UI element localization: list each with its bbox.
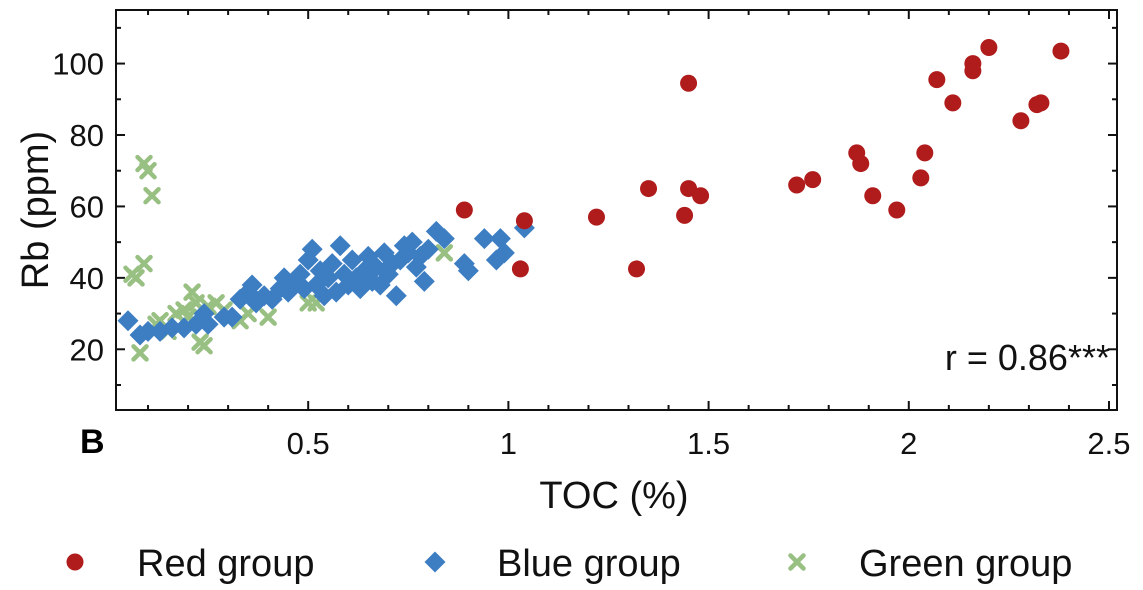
data-point xyxy=(341,249,363,271)
data-point xyxy=(788,176,806,194)
data-point xyxy=(161,317,183,339)
y-tick-label: 80 xyxy=(70,118,104,153)
y-tick-label: 20 xyxy=(70,332,104,367)
x-tick-label: 1 xyxy=(500,426,517,461)
x-tick-label: 1.5 xyxy=(687,426,730,461)
data-point xyxy=(692,187,710,205)
x-tick-label: 0.5 xyxy=(287,426,330,461)
data-point xyxy=(435,244,454,262)
data-point xyxy=(417,238,439,260)
data-point xyxy=(852,155,870,173)
data-point xyxy=(195,336,213,355)
data-points xyxy=(117,39,1070,362)
data-point xyxy=(321,253,343,275)
series-diamond xyxy=(117,217,535,346)
data-point xyxy=(1052,42,1070,60)
data-point xyxy=(944,94,962,112)
data-point xyxy=(912,169,930,187)
data-point xyxy=(413,270,435,292)
data-point xyxy=(143,186,161,205)
x-tick-label: 2.5 xyxy=(1087,426,1130,461)
y-tick-label: 100 xyxy=(52,47,104,82)
data-point xyxy=(511,260,529,278)
data-point xyxy=(864,187,882,205)
data-point xyxy=(127,269,145,287)
data-point xyxy=(473,228,495,250)
data-point xyxy=(888,201,906,219)
data-point xyxy=(131,344,149,362)
data-point xyxy=(640,180,658,198)
data-point xyxy=(916,144,934,162)
y-tick-label: 40 xyxy=(70,261,104,296)
series-circle xyxy=(455,39,1070,278)
legend: Red group Blue group Green group xyxy=(66,543,1072,585)
plot-frame xyxy=(115,9,1118,411)
data-point xyxy=(804,171,822,189)
data-point xyxy=(401,231,423,253)
data-point xyxy=(515,212,533,230)
data-point xyxy=(457,260,479,282)
legend-marker xyxy=(424,551,446,573)
data-point xyxy=(433,228,455,250)
data-point xyxy=(680,74,698,92)
panel-label: B xyxy=(80,423,105,461)
data-point xyxy=(329,235,351,257)
data-point xyxy=(135,254,153,273)
data-point xyxy=(676,206,694,224)
data-point xyxy=(964,55,982,73)
data-point xyxy=(980,39,998,56)
data-point xyxy=(385,285,407,307)
data-point xyxy=(493,242,515,264)
data-point xyxy=(259,308,277,326)
x-axis-title: TOC (%) xyxy=(539,475,688,517)
data-point xyxy=(197,313,219,335)
data-point xyxy=(241,274,263,296)
data-point xyxy=(928,71,946,89)
legend-label: Green group xyxy=(859,543,1072,585)
x-tick-label: 2 xyxy=(900,426,917,461)
data-point xyxy=(1032,94,1050,112)
data-point xyxy=(117,310,139,332)
data-point xyxy=(1012,112,1030,130)
axes: 20 40 60 80 100 0.5 1 1.5 2 2.5 xyxy=(52,9,1131,461)
data-point xyxy=(221,306,243,328)
legend-marker xyxy=(788,553,806,571)
legend-marker xyxy=(66,553,84,571)
legend-label: Red group xyxy=(137,543,314,585)
data-point xyxy=(628,260,646,278)
data-point xyxy=(455,201,473,219)
data-point xyxy=(301,238,323,260)
data-point xyxy=(587,208,605,226)
data-point xyxy=(137,320,159,342)
y-tick-label: 60 xyxy=(70,189,104,224)
y-axis-title: Rb (ppm) xyxy=(15,131,57,289)
correlation-annotation: r = 0.86*** xyxy=(945,337,1110,378)
legend-label: Blue group xyxy=(497,543,681,585)
data-point xyxy=(139,161,157,180)
